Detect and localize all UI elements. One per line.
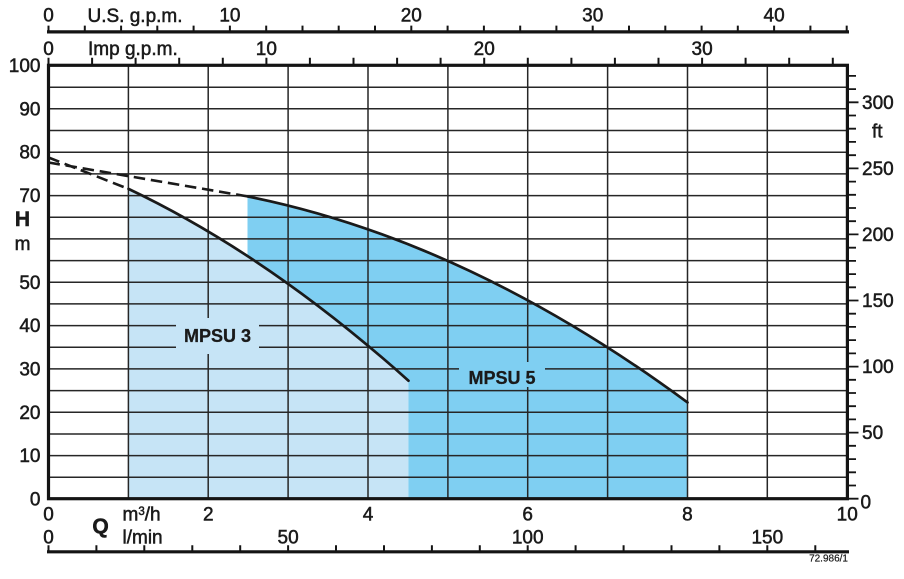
svg-text:100: 100	[862, 357, 894, 378]
svg-text:200: 200	[862, 225, 894, 246]
svg-text:40: 40	[764, 6, 785, 27]
svg-text:U.S. g.p.m.: U.S. g.p.m.	[88, 6, 183, 27]
svg-text:0: 0	[43, 528, 54, 549]
svg-text:6: 6	[522, 505, 533, 526]
svg-text:ft: ft	[872, 122, 883, 143]
svg-text:4: 4	[363, 505, 374, 526]
svg-text:40: 40	[19, 316, 40, 337]
svg-text:m: m	[15, 234, 31, 255]
svg-text:150: 150	[862, 291, 894, 312]
svg-text:50: 50	[19, 273, 40, 294]
svg-text:0: 0	[43, 39, 54, 60]
svg-text:8: 8	[682, 505, 693, 526]
svg-text:10: 10	[219, 6, 240, 27]
svg-text:0: 0	[861, 493, 872, 514]
svg-text:30: 30	[692, 39, 713, 60]
svg-text:10: 10	[19, 446, 40, 467]
svg-text:10: 10	[837, 505, 858, 526]
svg-text:m3/h: m3/h	[123, 505, 161, 526]
svg-text:30: 30	[19, 359, 40, 380]
svg-text:0: 0	[43, 6, 54, 27]
svg-text:80: 80	[19, 143, 40, 164]
svg-text:MPSU 3: MPSU 3	[184, 326, 251, 346]
svg-text:50: 50	[862, 423, 883, 444]
svg-text:70: 70	[19, 186, 40, 207]
svg-text:2: 2	[203, 505, 214, 526]
svg-text:20: 20	[474, 39, 495, 60]
svg-text:20: 20	[401, 6, 422, 27]
svg-text:300: 300	[862, 93, 894, 114]
svg-text:100: 100	[9, 56, 41, 77]
svg-text:30: 30	[582, 6, 603, 27]
svg-text:l/min: l/min	[123, 528, 163, 549]
svg-text:250: 250	[862, 159, 894, 180]
svg-text:10: 10	[256, 39, 277, 60]
svg-text:50: 50	[278, 528, 299, 549]
svg-text:100: 100	[512, 528, 544, 549]
svg-text:0: 0	[30, 490, 41, 511]
svg-text:150: 150	[751, 528, 783, 549]
svg-text:0: 0	[43, 505, 54, 526]
svg-text:72.986/1: 72.986/1	[809, 554, 848, 565]
svg-text:H: H	[15, 208, 30, 231]
svg-text:Imp g.p.m.: Imp g.p.m.	[88, 39, 178, 60]
svg-text:20: 20	[19, 403, 40, 424]
svg-text:Q: Q	[92, 515, 108, 538]
svg-text:MPSU 5: MPSU 5	[468, 368, 535, 388]
svg-text:90: 90	[19, 99, 40, 120]
